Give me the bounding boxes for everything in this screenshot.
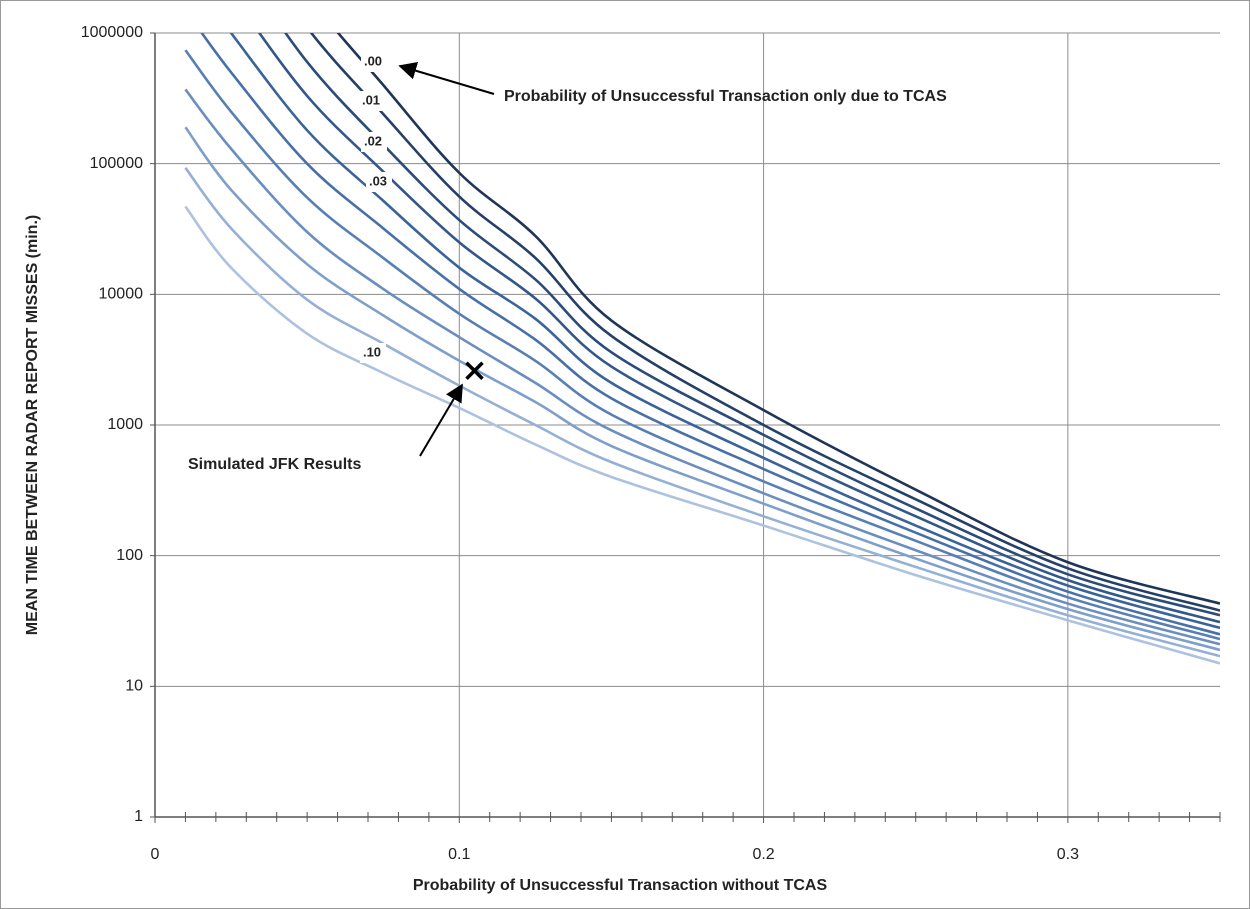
y-tick-label: 100 xyxy=(116,547,143,564)
curve xyxy=(336,33,1220,605)
curve xyxy=(184,88,1220,646)
y-tick-label: 100000 xyxy=(90,155,143,172)
curve xyxy=(184,126,1220,652)
result-marker xyxy=(465,361,484,381)
x-tick-label: 0.2 xyxy=(752,846,774,863)
curve-label: .03 xyxy=(369,173,387,188)
x-tick-label: 0.3 xyxy=(1057,846,1079,863)
y-axis-title: MEAN TIME BETWEEN RADAR REPORT MISSES (m… xyxy=(24,215,41,635)
y-tick-label: 10000 xyxy=(99,286,144,303)
curve xyxy=(309,33,1220,612)
annotation-arrow xyxy=(419,383,463,457)
curve xyxy=(283,33,1220,617)
curve-label-bg xyxy=(359,91,385,111)
curve xyxy=(229,33,1220,630)
y-tick-label: 1 xyxy=(134,808,143,825)
x-tick-label: 0.1 xyxy=(448,846,470,863)
annotation-arrow xyxy=(398,61,495,95)
curve xyxy=(200,33,1220,636)
curve-label-bg xyxy=(366,172,392,192)
curve xyxy=(257,33,1220,624)
y-tick-label: 10 xyxy=(125,678,143,695)
y-tick-label: 1000000 xyxy=(81,24,143,41)
grid: 1 10 100 1000 10000 100000 1000000 0 0.1 0.2 0.3 xyxy=(81,24,1221,863)
curve-label: .00 xyxy=(364,53,382,68)
overlay: .00 .01 .02 .03 .10 xyxy=(359,52,484,381)
curve-label-bg xyxy=(360,343,386,363)
curve-label-bg xyxy=(361,132,387,152)
curve-label: .10 xyxy=(363,344,381,359)
y-tick-label: 1000 xyxy=(107,416,143,433)
curve xyxy=(184,49,1220,641)
curve xyxy=(184,167,1220,658)
curve-label: .02 xyxy=(364,133,382,148)
curve-label-bg xyxy=(361,52,387,72)
curve xyxy=(184,205,1220,665)
x-tick-label: 0 xyxy=(151,846,160,863)
curves xyxy=(184,33,1220,665)
curve-label: .01 xyxy=(362,92,380,107)
x-axis-title: Probability of Unsuccessful Transaction … xyxy=(413,877,828,894)
annotation: Simulated JFK Results xyxy=(188,456,361,473)
annotation: Probability of Unsuccessful Transaction … xyxy=(504,88,947,105)
